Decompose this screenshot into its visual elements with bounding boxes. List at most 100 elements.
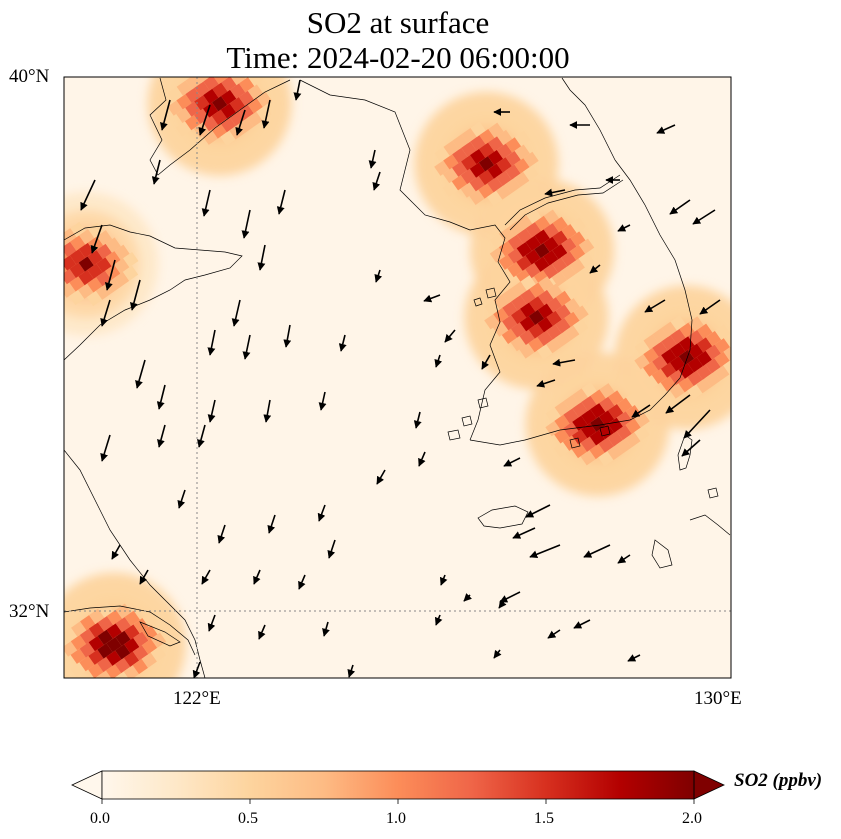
so2-cell bbox=[670, 315, 686, 331]
so2-cell bbox=[469, 176, 485, 192]
so2-cell bbox=[661, 321, 677, 337]
so2-cell bbox=[97, 656, 113, 673]
wind-arrow bbox=[372, 171, 381, 191]
so2-cell bbox=[105, 664, 122, 678]
so2-cell bbox=[114, 671, 130, 678]
so2-cell bbox=[505, 150, 521, 167]
wind-arrow bbox=[318, 391, 327, 411]
so2-cell bbox=[89, 608, 105, 625]
so2-cell bbox=[555, 331, 571, 347]
so2-cell bbox=[514, 158, 530, 174]
so2-cell bbox=[511, 281, 527, 297]
so2-cell bbox=[561, 224, 577, 240]
so2-cell bbox=[442, 181, 459, 197]
wind-vectors bbox=[80, 79, 721, 678]
so2-cell bbox=[570, 231, 586, 247]
so2-cell bbox=[150, 632, 167, 648]
so2-cell bbox=[70, 634, 87, 651]
so2-cell bbox=[106, 623, 122, 639]
so2-cell bbox=[460, 168, 477, 185]
so2-cell bbox=[96, 670, 113, 678]
wind-arrow bbox=[80, 179, 96, 211]
wind-arrow bbox=[90, 224, 103, 254]
so2-cell bbox=[616, 438, 632, 454]
so2-cell bbox=[678, 349, 695, 366]
so2-cell bbox=[669, 356, 686, 372]
so2-cell bbox=[660, 362, 677, 378]
so2-cell bbox=[461, 141, 477, 157]
so2-cell bbox=[212, 77, 228, 85]
so2-cell bbox=[141, 638, 158, 655]
so2-cell bbox=[625, 418, 641, 434]
lon-label-122e: 122°E bbox=[173, 688, 221, 709]
so2-cell bbox=[442, 167, 459, 184]
so2-cell bbox=[543, 250, 559, 266]
so2-cell bbox=[598, 451, 614, 467]
so2-cell bbox=[525, 249, 541, 265]
wind-arrow bbox=[100, 299, 111, 327]
so2-cell bbox=[537, 344, 553, 360]
so2-cell bbox=[487, 177, 503, 193]
wind-arrow bbox=[439, 574, 448, 586]
so2-cell bbox=[115, 644, 131, 660]
wind-arrow bbox=[156, 384, 166, 410]
so2-cell bbox=[560, 251, 577, 267]
wind-arrow bbox=[499, 591, 521, 603]
so2-cell bbox=[97, 643, 113, 659]
wind-arrow bbox=[631, 404, 651, 418]
so2-cell bbox=[714, 365, 730, 381]
wind-arrow bbox=[544, 188, 566, 197]
so2-cell bbox=[697, 323, 713, 339]
so2-cell bbox=[98, 602, 114, 618]
so2-cell bbox=[687, 384, 703, 400]
so2-cell bbox=[203, 88, 219, 105]
so2-cell bbox=[571, 429, 588, 445]
so2-cell bbox=[528, 309, 545, 326]
so2-cell bbox=[529, 282, 545, 298]
so2-cell bbox=[43, 268, 58, 283]
so2-cell bbox=[652, 341, 668, 357]
so2-cell bbox=[560, 264, 576, 281]
so2-cell bbox=[122, 265, 139, 281]
so2-cell bbox=[142, 625, 158, 641]
so2-cell bbox=[114, 258, 130, 274]
so2-cell bbox=[133, 618, 149, 634]
so2-cell bbox=[487, 190, 503, 206]
wind-arrow bbox=[503, 457, 521, 467]
wind-arrow bbox=[100, 434, 111, 462]
so2-cell bbox=[247, 111, 263, 127]
so2-cell bbox=[705, 371, 721, 387]
so2-cell bbox=[469, 189, 485, 205]
so2-cell bbox=[71, 621, 87, 637]
wind-arrow bbox=[293, 79, 302, 101]
so2-field bbox=[34, 77, 731, 678]
so2-cell bbox=[661, 348, 677, 365]
so2-cell bbox=[123, 251, 139, 268]
so2-cell bbox=[194, 77, 211, 84]
so2-cell bbox=[572, 388, 588, 404]
wind-arrow bbox=[258, 624, 266, 640]
so2-cell bbox=[573, 305, 589, 321]
so2-cell bbox=[670, 342, 686, 358]
so2-cell bbox=[176, 80, 192, 96]
so2-cell bbox=[488, 136, 504, 152]
so2-cell bbox=[543, 223, 559, 239]
so2-cell bbox=[525, 222, 542, 238]
so2-cell bbox=[34, 261, 49, 276]
so2-cell bbox=[124, 624, 140, 640]
so2-cell bbox=[470, 121, 486, 137]
so2-cell bbox=[552, 216, 568, 233]
wind-arrow bbox=[151, 159, 161, 185]
so2-cell bbox=[546, 337, 562, 354]
so2-cell bbox=[493, 294, 509, 310]
wind-arrow bbox=[617, 224, 631, 232]
so2-cell bbox=[194, 81, 210, 97]
so2-cell bbox=[79, 628, 96, 645]
so2-cell bbox=[211, 123, 227, 139]
colorbar-extend-low bbox=[71, 770, 103, 800]
wind-arrow bbox=[374, 269, 383, 283]
so2-cell bbox=[652, 355, 668, 371]
so2-cell bbox=[141, 652, 157, 668]
so2-cell bbox=[460, 182, 476, 198]
